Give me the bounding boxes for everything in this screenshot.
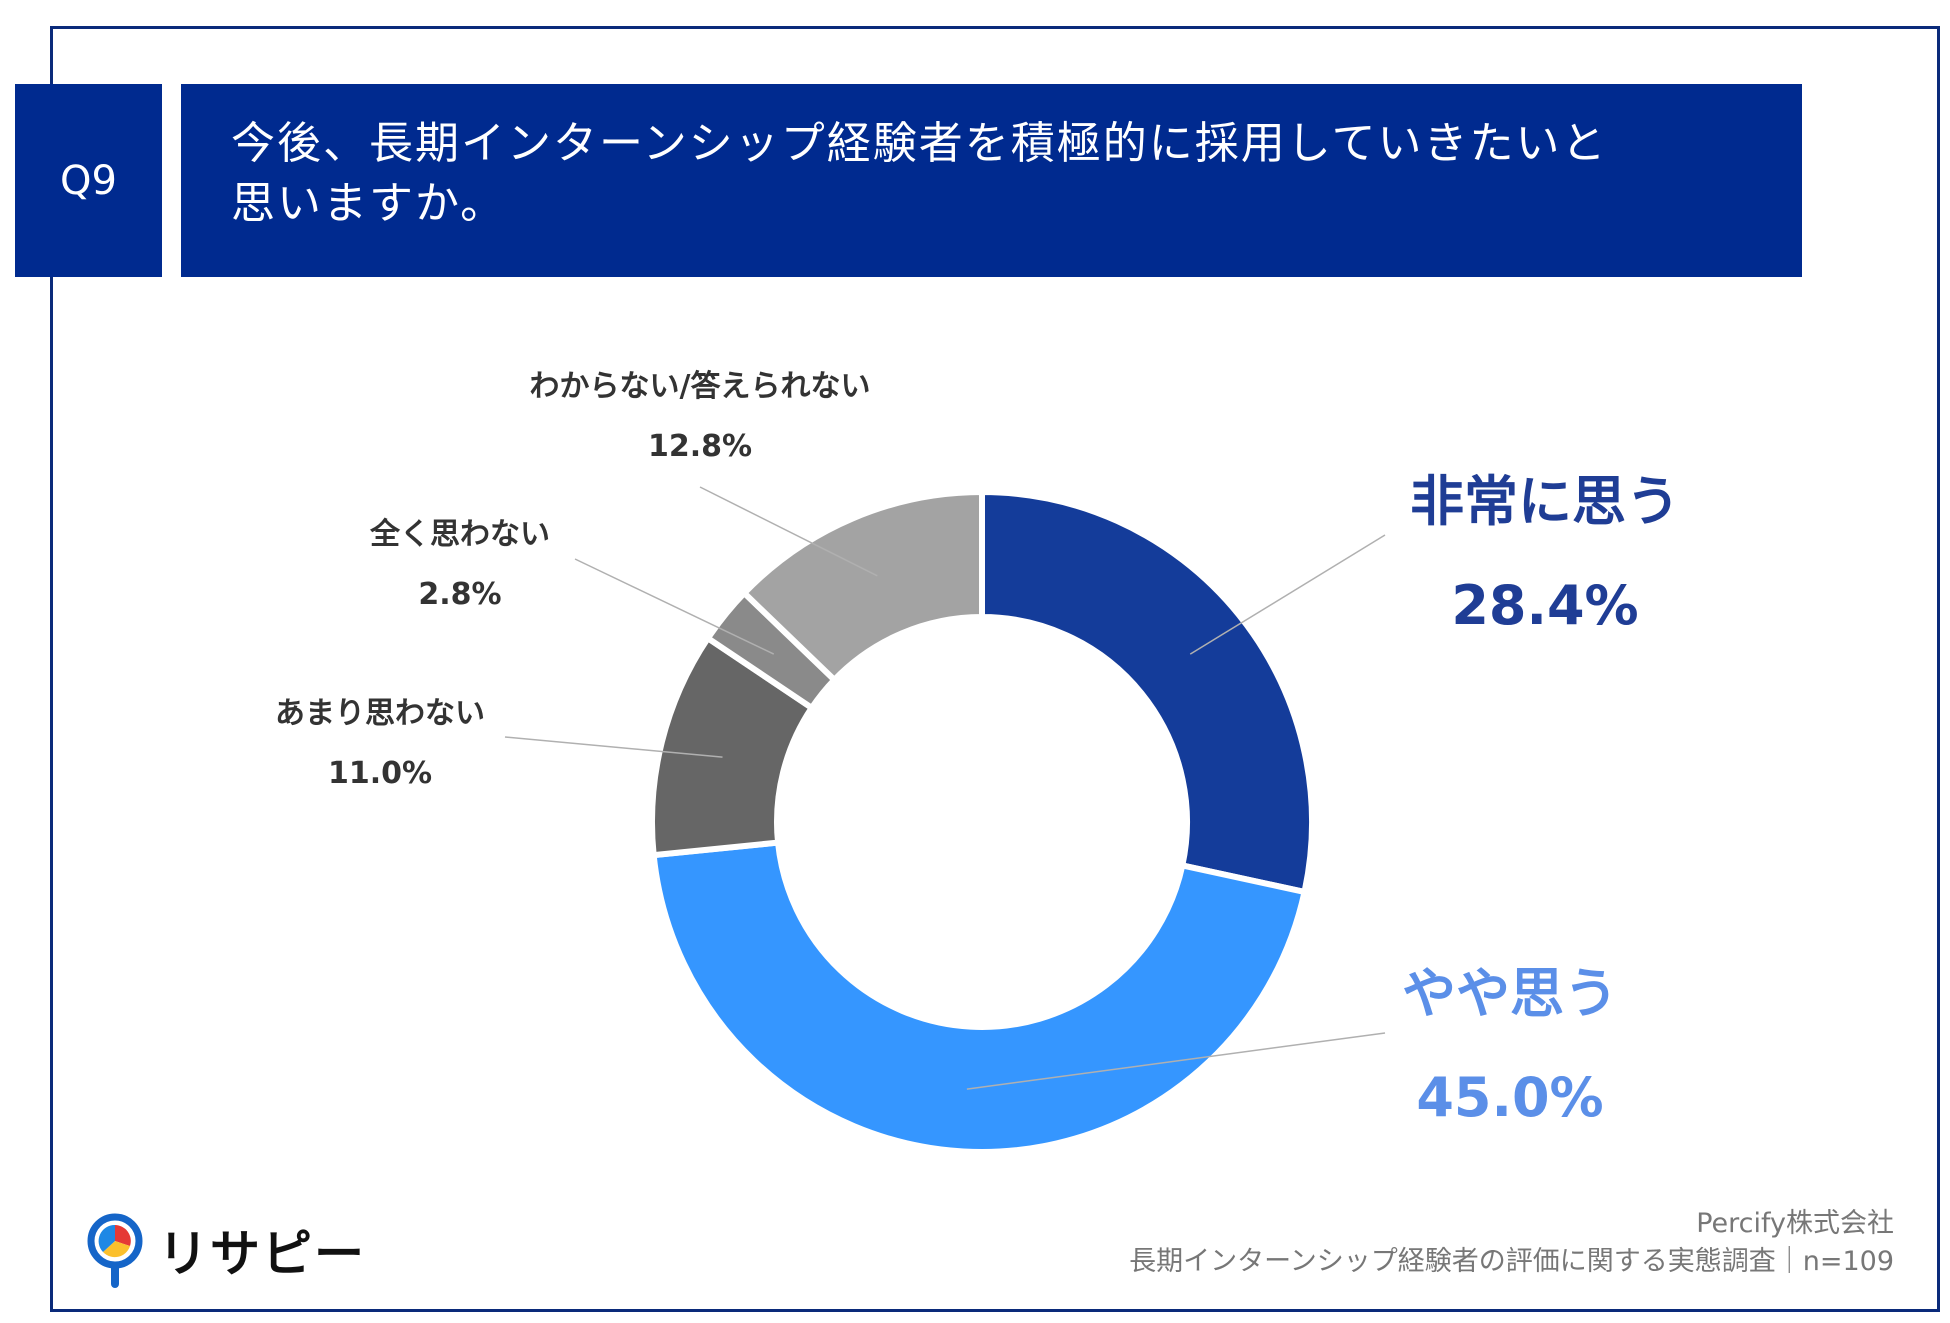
footer: Percify株式会社 長期インターンシップ経験者の評価に関する実態調査｜n=1… bbox=[1129, 1205, 1894, 1281]
label-somewhat: やや思う 45.0% bbox=[1370, 942, 1650, 1150]
label-dont-know-category: わからない/答えられない bbox=[529, 369, 871, 404]
slice-very-much bbox=[979, 488, 1315, 896]
label-dont-know-value: 12.8% bbox=[647, 429, 753, 464]
question-title: 今後、長期インターンシップ経験者を積極的に採用していきたいと 思いますか。 bbox=[181, 84, 1802, 277]
question-number-badge: Q9 bbox=[15, 84, 162, 277]
label-not-at-all: 全く思わない 2.8% bbox=[350, 505, 570, 625]
label-not-much: あまり思わない 11.0% bbox=[250, 684, 510, 804]
leader-somewhat bbox=[966, 1032, 1386, 1090]
question-title-line2: 思いますか。 bbox=[231, 178, 507, 229]
leader-very-much bbox=[1189, 534, 1386, 655]
label-not-at-all-value: 2.8% bbox=[418, 577, 502, 612]
label-dont-know: わからない/答えられない 12.8% bbox=[480, 357, 920, 477]
label-very-much: 非常に思う 28.4% bbox=[1385, 450, 1705, 658]
label-not-at-all-category: 全く思わない bbox=[370, 517, 550, 552]
slice-dont-know bbox=[740, 488, 985, 685]
map-pin-icon bbox=[87, 1213, 143, 1288]
question-number: Q9 bbox=[60, 157, 117, 204]
slice-somewhat bbox=[650, 839, 1309, 1155]
footer-survey: 長期インターンシップ経験者の評価に関する実態調査｜n=109 bbox=[1129, 1246, 1894, 1277]
leader-not-at-all bbox=[574, 558, 775, 655]
label-very-much-category: 非常に思う bbox=[1410, 470, 1680, 533]
label-not-much-value: 11.0% bbox=[327, 756, 433, 791]
label-not-much-category: あまり思わない bbox=[275, 696, 485, 731]
chart-frame bbox=[50, 26, 1940, 1312]
footer-company: Percify株式会社 bbox=[1696, 1208, 1894, 1239]
label-somewhat-value: 45.0% bbox=[1416, 1066, 1604, 1129]
risapy-logo: リサピー bbox=[86, 1212, 366, 1288]
leader-dont-know bbox=[699, 486, 878, 577]
label-very-much-value: 28.4% bbox=[1451, 574, 1639, 637]
question-title-line1: 今後、長期インターンシップ経験者を積極的に採用していきたいと bbox=[231, 118, 1608, 169]
label-somewhat-category: やや思う bbox=[1402, 962, 1618, 1025]
logo-text: リサピー bbox=[158, 1225, 366, 1283]
leader-not-much bbox=[504, 736, 723, 758]
